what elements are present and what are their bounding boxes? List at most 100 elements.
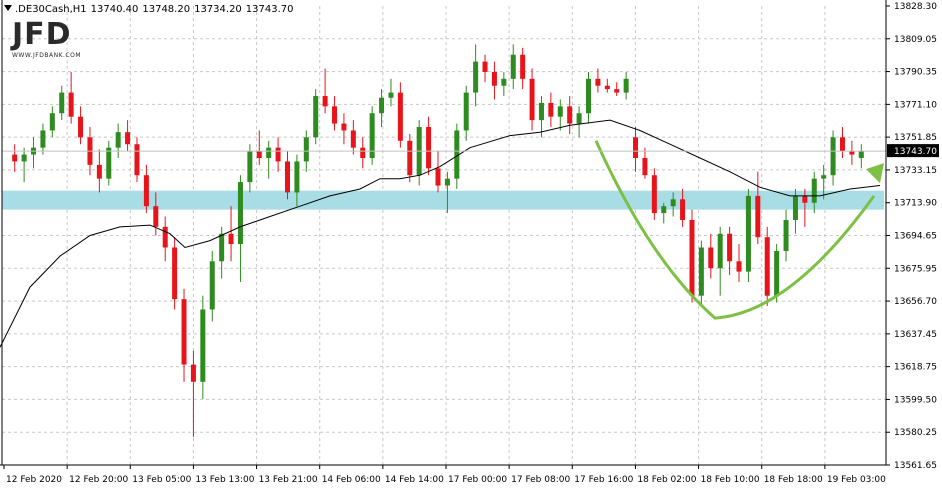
candle	[548, 92, 554, 128]
candle-body	[849, 151, 855, 155]
candle	[143, 164, 149, 214]
candle	[322, 68, 328, 114]
x-axis-labels: 12 Feb 2020 12 Feb 20:00 13 Feb 05:00 13 Fe…	[3, 465, 886, 485]
logo-text: JFD	[12, 17, 72, 52]
x-tick-label: 13 Feb 21:00	[259, 475, 318, 485]
x-tick-label: 12 Feb 20:00	[69, 475, 128, 485]
y-tick-label: 13675.95	[894, 264, 937, 274]
x-tick-label: 17 Feb 00:00	[448, 475, 507, 485]
candle-body	[783, 219, 789, 251]
candle-body	[661, 206, 667, 214]
candle-body	[586, 78, 592, 114]
candle-body	[228, 233, 234, 245]
x-tick-label: 18 Feb 02:00	[637, 475, 696, 485]
candle	[313, 89, 319, 145]
candle	[698, 240, 704, 307]
candle-body	[557, 106, 563, 117]
candle	[435, 151, 441, 193]
candle	[294, 154, 300, 207]
candle	[247, 144, 253, 193]
candle	[473, 44, 479, 107]
candle	[153, 192, 159, 236]
candle	[689, 209, 695, 303]
candle-body	[614, 89, 620, 93]
candle	[134, 137, 140, 183]
candle-body	[576, 113, 582, 124]
candle-body	[200, 309, 206, 382]
candle	[604, 78, 610, 93]
symbol-header: .DE30Cash,H1 13740.40 13748.20 13734.20 1374…	[4, 4, 298, 15]
candle-body	[454, 130, 460, 179]
candle	[586, 71, 592, 124]
candle-body	[633, 137, 639, 158]
x-tick-label: 14 Feb 06:00	[322, 475, 381, 485]
candle-body	[830, 137, 836, 176]
open-value: 13740.40	[90, 4, 139, 15]
candle	[266, 140, 272, 179]
candle-body	[774, 250, 780, 296]
candle-body	[802, 195, 808, 203]
candle-body	[435, 168, 441, 186]
x-tick-label: 18 Feb 18:00	[764, 475, 823, 485]
candle-body	[59, 92, 65, 114]
candle	[595, 68, 601, 93]
candle-body	[821, 175, 827, 179]
cup-arrow-head	[866, 163, 884, 184]
candle	[670, 192, 676, 217]
y-tick-label: 13733.15	[894, 166, 937, 176]
candle	[228, 206, 234, 262]
candle	[40, 123, 46, 155]
candle-body	[68, 92, 74, 117]
candle	[59, 85, 65, 121]
y-tick-label: 13771.10	[894, 100, 937, 110]
current-price-tag: 13743.70	[887, 144, 939, 158]
candle-body	[755, 195, 761, 238]
close-value: 13743.70	[245, 4, 294, 15]
candle	[538, 96, 544, 138]
cup-arrow	[594, 140, 876, 320]
candle	[633, 127, 639, 172]
high-value: 13748.20	[142, 4, 191, 15]
candle-body	[858, 151, 864, 158]
candle	[444, 171, 450, 214]
candle-body	[360, 147, 366, 158]
candle-body	[839, 137, 845, 152]
candle	[642, 147, 648, 179]
candle-body	[698, 247, 704, 296]
y-tick-label: 13809.05	[894, 35, 937, 45]
axes	[0, 0, 887, 466]
x-tick-label: 13 Feb 05:00	[132, 475, 191, 485]
symbol-label: .DE30Cash,H1	[15, 4, 87, 15]
candle	[21, 147, 27, 183]
candle	[651, 168, 657, 220]
candle	[520, 47, 526, 90]
candle-body	[322, 96, 328, 107]
candle-body	[115, 132, 121, 148]
candle	[125, 120, 131, 152]
candle-body	[266, 147, 272, 158]
candle-body	[670, 199, 676, 207]
candle	[275, 137, 281, 172]
candle-body	[21, 154, 27, 162]
candle-body	[341, 123, 347, 131]
y-tick-label: 13618.75	[894, 363, 937, 373]
y-tick-label: 13637.45	[894, 330, 937, 340]
candle-body	[125, 132, 131, 145]
candle-body	[303, 137, 309, 162]
x-tick-label: 12 Feb 2020	[6, 475, 62, 485]
candle	[491, 61, 497, 100]
candle-body	[727, 233, 733, 262]
candle-body	[162, 226, 168, 248]
candle-body	[548, 102, 554, 117]
candle-body	[463, 92, 469, 131]
candle	[501, 71, 507, 97]
candle-body	[792, 195, 798, 220]
candle-body	[153, 206, 159, 227]
candles	[12, 44, 864, 437]
candle	[557, 99, 563, 131]
collapse-triangle-icon[interactable]	[4, 5, 12, 11]
candle	[181, 288, 187, 382]
candle	[576, 106, 582, 138]
candle-body	[256, 151, 262, 158]
